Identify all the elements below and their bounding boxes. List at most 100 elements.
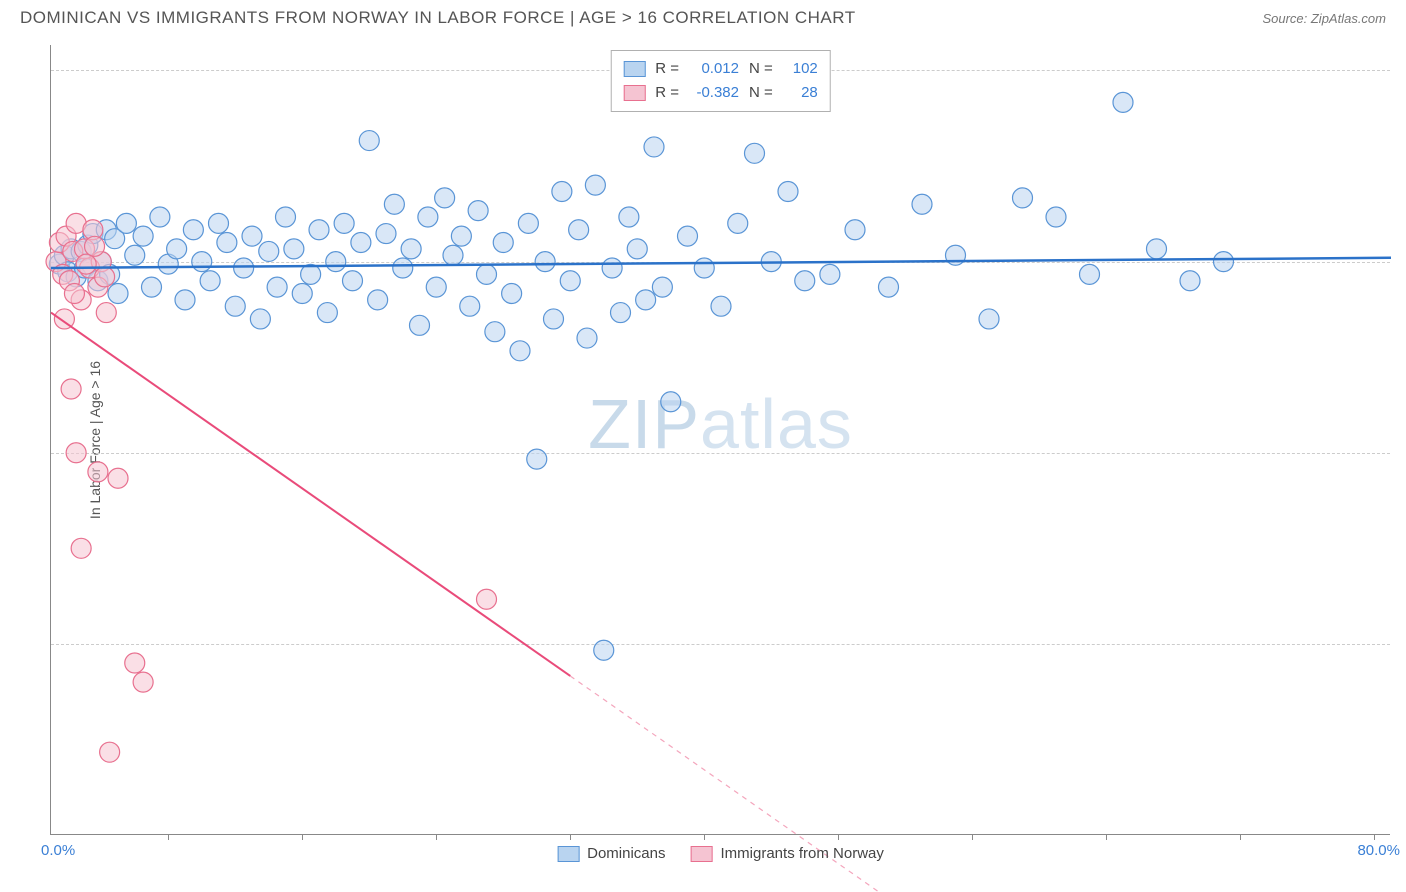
- data-point: [1214, 252, 1234, 272]
- data-point: [1113, 92, 1133, 112]
- legend-stats-box: R = 0.012 N = 102 R = -0.382 N = 28: [610, 50, 831, 112]
- data-point: [95, 267, 115, 287]
- data-point: [820, 264, 840, 284]
- legend-series-label: Immigrants from Norway: [721, 845, 884, 862]
- data-point: [443, 245, 463, 265]
- data-point: [460, 296, 480, 316]
- data-point: [535, 252, 555, 272]
- stat-n-value: 28: [783, 81, 818, 105]
- plot-area: ZIPatlas In Labor Force | Age > 16 80.0%…: [50, 45, 1390, 835]
- data-point: [477, 589, 497, 609]
- data-point: [510, 341, 530, 361]
- data-point: [418, 207, 438, 227]
- stat-r-label: R =: [655, 81, 679, 105]
- data-point: [267, 277, 287, 297]
- data-point: [401, 239, 421, 259]
- data-point: [879, 277, 899, 297]
- data-point: [577, 328, 597, 348]
- stat-n-value: 102: [783, 57, 818, 81]
- x-tick: [1106, 834, 1107, 840]
- legend-swatch: [623, 61, 645, 77]
- data-point: [100, 742, 120, 762]
- data-point: [728, 213, 748, 233]
- data-point: [477, 264, 497, 284]
- chart-header: DOMINICAN VS IMMIGRANTS FROM NORWAY IN L…: [0, 0, 1406, 32]
- data-point: [334, 213, 354, 233]
- data-point: [259, 241, 279, 261]
- data-point: [393, 258, 413, 278]
- stat-r-value: 0.012: [689, 57, 739, 81]
- legend-swatch: [623, 85, 645, 101]
- data-point: [410, 315, 430, 335]
- data-point: [636, 290, 656, 310]
- data-point: [527, 449, 547, 469]
- data-point: [359, 131, 379, 151]
- data-point: [619, 207, 639, 227]
- chart-title: DOMINICAN VS IMMIGRANTS FROM NORWAY IN L…: [20, 8, 856, 28]
- data-point: [76, 254, 96, 274]
- data-point: [485, 322, 505, 342]
- data-point: [85, 236, 105, 256]
- x-tick: [1240, 834, 1241, 840]
- data-point: [560, 271, 580, 291]
- data-point: [493, 233, 513, 253]
- data-point: [652, 277, 672, 297]
- data-point: [678, 226, 698, 246]
- data-point: [284, 239, 304, 259]
- data-point: [778, 182, 798, 202]
- data-point: [317, 303, 337, 323]
- data-point: [192, 252, 212, 272]
- x-tick: [570, 834, 571, 840]
- data-point: [1013, 188, 1033, 208]
- data-point: [661, 392, 681, 412]
- data-point: [451, 226, 471, 246]
- data-point: [979, 309, 999, 329]
- legend-stats-row: R = 0.012 N = 102: [623, 57, 818, 81]
- x-tick: [704, 834, 705, 840]
- stat-r-value: -0.382: [689, 81, 739, 105]
- data-point: [694, 258, 714, 278]
- stat-r-label: R =: [655, 57, 679, 81]
- data-point: [225, 296, 245, 316]
- stat-n-label: N =: [749, 81, 773, 105]
- data-point: [468, 201, 488, 221]
- y-tick-label: 50.0%: [1395, 444, 1406, 461]
- data-point: [108, 283, 128, 303]
- legend-series: DominicansImmigrants from Norway: [557, 845, 884, 862]
- data-point: [845, 220, 865, 240]
- legend-swatch: [691, 846, 713, 862]
- x-origin-label: 0.0%: [41, 842, 75, 859]
- x-tick: [436, 834, 437, 840]
- stat-n-label: N =: [749, 57, 773, 81]
- data-point: [242, 226, 262, 246]
- data-point: [343, 271, 363, 291]
- data-point: [125, 653, 145, 673]
- data-point: [518, 213, 538, 233]
- data-point: [602, 258, 622, 278]
- data-point: [1046, 207, 1066, 227]
- x-tick: [168, 834, 169, 840]
- data-point: [368, 290, 388, 310]
- data-point: [301, 264, 321, 284]
- data-point: [326, 252, 346, 272]
- x-tick: [1374, 834, 1375, 840]
- data-point: [552, 182, 572, 202]
- data-point: [234, 258, 254, 278]
- data-point: [96, 303, 116, 323]
- data-point: [116, 213, 136, 233]
- data-layer: [51, 45, 1390, 834]
- data-point: [133, 672, 153, 692]
- data-point: [594, 640, 614, 660]
- legend-series-item: Immigrants from Norway: [691, 845, 884, 862]
- data-point: [627, 239, 647, 259]
- data-point: [912, 194, 932, 214]
- data-point: [711, 296, 731, 316]
- data-point: [108, 468, 128, 488]
- data-point: [276, 207, 296, 227]
- data-point: [142, 277, 162, 297]
- data-point: [61, 379, 81, 399]
- legend-stats-row: R = -0.382 N = 28: [623, 81, 818, 105]
- data-point: [209, 213, 229, 233]
- data-point: [351, 233, 371, 253]
- data-point: [1147, 239, 1167, 259]
